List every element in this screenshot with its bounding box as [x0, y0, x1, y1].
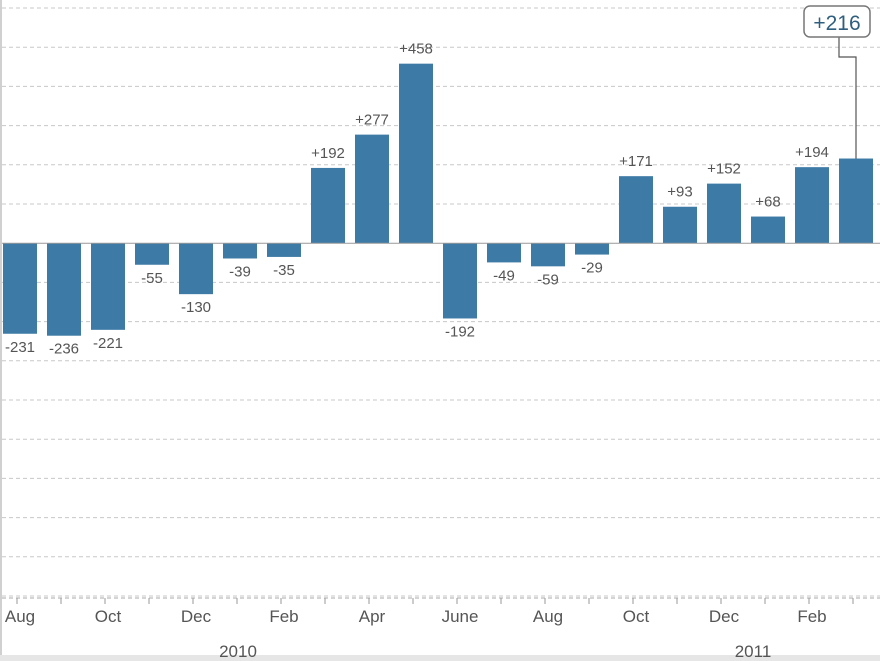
data-label: +93	[667, 184, 692, 201]
data-label: -49	[493, 267, 515, 284]
data-label: -35	[273, 262, 295, 279]
bar	[707, 183, 741, 244]
x-tick-label: Dec	[709, 607, 740, 626]
bar	[3, 243, 37, 334]
bar	[399, 63, 433, 244]
data-label: -236	[49, 341, 79, 358]
data-label: +277	[355, 112, 389, 129]
x-tick-label: Aug	[533, 607, 563, 626]
bar	[619, 176, 653, 244]
data-label: +171	[619, 153, 653, 170]
callout-label: +216	[813, 12, 860, 35]
bar	[795, 167, 829, 244]
data-label: -231	[5, 339, 35, 356]
x-tick-label: Apr	[359, 607, 386, 626]
bar	[575, 243, 609, 255]
data-label: +152	[707, 161, 741, 178]
bar	[267, 243, 301, 257]
bar	[311, 167, 345, 244]
bar	[47, 243, 81, 336]
bar	[443, 243, 477, 319]
x-tick-label: Dec	[181, 607, 212, 626]
data-label: -221	[93, 335, 123, 352]
data-label: +192	[311, 145, 345, 162]
data-label: -39	[229, 263, 251, 280]
x-tick-label: June	[442, 607, 479, 626]
year-label: 2010	[219, 642, 257, 661]
bottom-border	[0, 655, 880, 661]
x-tick-label: Oct	[623, 607, 650, 626]
latest-value-callout: +216	[803, 5, 871, 159]
bar	[531, 243, 565, 267]
data-label: -192	[445, 323, 475, 340]
data-label: +68	[755, 194, 780, 211]
data-label: +458	[399, 41, 433, 58]
bar	[355, 134, 389, 244]
data-label: -59	[537, 271, 559, 288]
bar	[663, 206, 697, 244]
bar	[91, 243, 125, 330]
x-tick-label: Aug	[5, 607, 35, 626]
x-tick-label: Feb	[797, 607, 826, 626]
callout-leader	[838, 37, 857, 159]
x-tick-label: Oct	[95, 607, 122, 626]
bar	[487, 243, 521, 263]
callout-box	[803, 5, 871, 38]
bar	[223, 243, 257, 259]
year-label: 2011	[735, 642, 772, 661]
bar	[839, 158, 873, 244]
bar	[179, 243, 213, 295]
x-tick-label: Feb	[269, 607, 298, 626]
data-label: +194	[795, 144, 829, 161]
bar	[135, 243, 169, 265]
data-label: -29	[581, 260, 603, 277]
data-label: -55	[141, 270, 163, 287]
data-label: -130	[181, 299, 211, 316]
bar	[751, 216, 785, 244]
